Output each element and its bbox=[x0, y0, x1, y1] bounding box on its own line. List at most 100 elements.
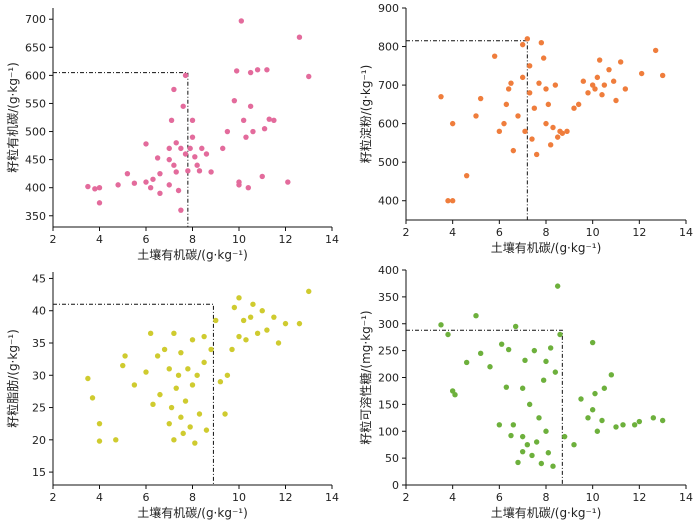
data-point bbox=[550, 124, 556, 131]
x-tick-label: 6 bbox=[496, 491, 503, 504]
data-point bbox=[571, 441, 577, 448]
data-point bbox=[599, 417, 605, 424]
y-tick-label: 550 bbox=[25, 97, 46, 110]
y-tick-label: 700 bbox=[378, 79, 399, 92]
data-point bbox=[449, 198, 456, 204]
x-tick-label: 10 bbox=[586, 491, 600, 504]
x-tick-label: 10 bbox=[232, 491, 246, 504]
x-tick-label: 2 bbox=[50, 491, 57, 504]
data-point bbox=[157, 391, 163, 398]
data-point bbox=[296, 320, 303, 327]
data-point bbox=[463, 359, 470, 366]
data-point bbox=[185, 366, 191, 372]
data-point bbox=[168, 404, 175, 411]
y-tick-label: 450 bbox=[25, 154, 46, 167]
data-point bbox=[512, 323, 519, 330]
x-tick-label: 4 bbox=[449, 226, 456, 239]
data-point bbox=[510, 147, 517, 154]
data-point bbox=[543, 428, 549, 434]
data-point bbox=[147, 184, 154, 191]
data-point bbox=[496, 422, 503, 428]
data-point bbox=[229, 346, 235, 353]
data-point bbox=[522, 128, 528, 135]
x-tick-label: 8 bbox=[543, 491, 550, 504]
data-point bbox=[503, 101, 510, 108]
data-point bbox=[182, 72, 189, 79]
data-point bbox=[180, 430, 186, 437]
axis-frame bbox=[405, 8, 686, 221]
y-tick-label: 650 bbox=[25, 41, 46, 54]
data-point bbox=[585, 415, 591, 421]
data-point bbox=[182, 398, 189, 404]
data-point bbox=[247, 69, 254, 76]
data-point bbox=[143, 141, 149, 147]
y-tick-label: 400 bbox=[378, 264, 399, 277]
data-point bbox=[196, 411, 203, 417]
x-tick-label: 4 bbox=[449, 491, 456, 504]
data-point bbox=[503, 384, 510, 390]
data-point bbox=[185, 168, 191, 174]
y-tick-label: 150 bbox=[378, 398, 399, 411]
data-point bbox=[601, 385, 608, 391]
data-point bbox=[515, 459, 521, 466]
data-point bbox=[285, 179, 291, 185]
data-point bbox=[282, 320, 289, 327]
panel-grain-organic-carbon: 2 4 6 8 10 12 14 350 400 450 500 550 600 650 700 土壤有机碳/… bbox=[5, 8, 339, 262]
data-point bbox=[491, 53, 498, 59]
x-tick-label: 6 bbox=[143, 491, 150, 504]
data-point bbox=[113, 437, 119, 443]
data-point bbox=[161, 346, 168, 353]
data-point bbox=[543, 358, 549, 365]
data-point bbox=[610, 78, 617, 84]
data-point bbox=[115, 182, 121, 188]
data-point bbox=[196, 168, 203, 174]
data-point bbox=[201, 359, 207, 366]
data-point bbox=[89, 395, 96, 401]
panel-grain-soluble-sugar: 2 4 6 8 10 12 14 0 50 100 150 200 250 300 350 400 土壤有机碳/… bbox=[358, 264, 693, 520]
data-point bbox=[585, 90, 591, 96]
y-tick-label: 500 bbox=[378, 156, 399, 169]
data-point bbox=[540, 55, 547, 61]
data-point bbox=[531, 347, 538, 354]
x-tick-label: 8 bbox=[543, 226, 550, 239]
x-tick-label: 14 bbox=[679, 491, 693, 504]
data-point bbox=[536, 415, 542, 421]
data-point bbox=[571, 105, 577, 111]
data-point bbox=[473, 312, 479, 319]
data-point bbox=[194, 372, 200, 378]
data-point bbox=[638, 70, 645, 77]
data-point bbox=[238, 18, 245, 24]
data-point bbox=[247, 314, 254, 320]
data-point bbox=[180, 103, 186, 109]
data-point bbox=[254, 67, 261, 73]
x-tick-label: 14 bbox=[325, 233, 339, 246]
data-point bbox=[659, 72, 666, 79]
data-point bbox=[449, 120, 456, 127]
data-point bbox=[264, 327, 270, 333]
data-point bbox=[189, 117, 196, 124]
data-point bbox=[505, 346, 512, 353]
data-point bbox=[157, 190, 163, 197]
data-point bbox=[519, 448, 526, 455]
data-point bbox=[547, 142, 554, 148]
data-point bbox=[596, 57, 603, 63]
data-point bbox=[250, 301, 256, 307]
data-point bbox=[543, 86, 549, 92]
x-axis-title: 土壤有机碳/(g·kg⁻¹) bbox=[491, 240, 602, 255]
data-point bbox=[578, 396, 584, 402]
data-point bbox=[522, 357, 528, 363]
data-point bbox=[445, 331, 451, 338]
x-tick-label: 12 bbox=[632, 226, 646, 239]
data-point bbox=[650, 415, 657, 421]
data-point bbox=[85, 183, 91, 190]
data-point bbox=[261, 126, 268, 132]
data-point bbox=[122, 353, 128, 359]
data-point bbox=[231, 97, 238, 104]
data-point bbox=[233, 68, 240, 74]
data-point bbox=[201, 333, 207, 340]
x-axis-title: 土壤有机碳/(g·kg⁻¹) bbox=[137, 505, 248, 520]
data-point bbox=[178, 349, 184, 356]
data-point bbox=[192, 154, 198, 160]
data-point bbox=[259, 173, 265, 180]
data-point bbox=[254, 330, 261, 337]
